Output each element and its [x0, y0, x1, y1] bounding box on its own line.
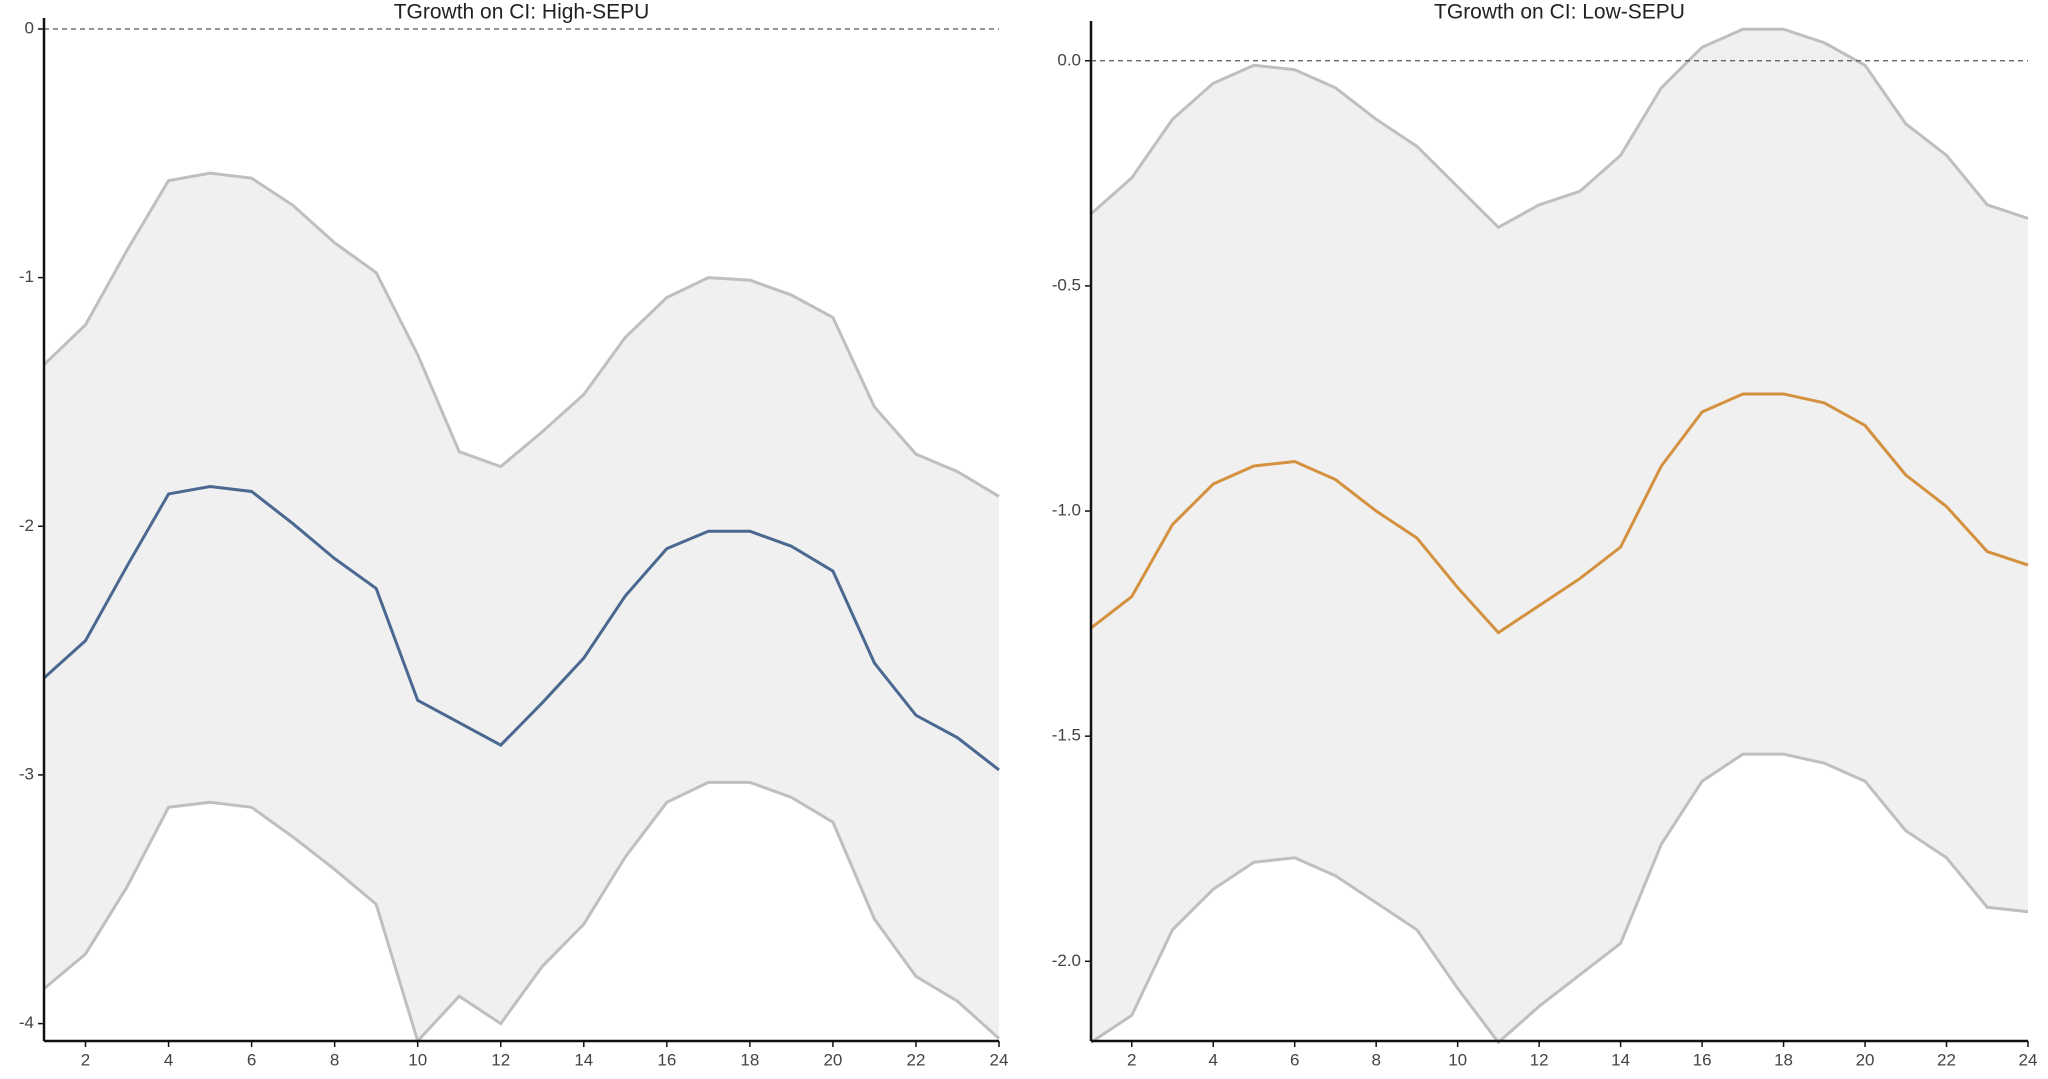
ci-upper	[42, 171, 1000, 498]
x-tick-label: 20	[1856, 1050, 1875, 1069]
y-tick-label: -2	[19, 516, 34, 535]
chart-title: TGrowth on CI: Low-SEPU	[1434, 1, 1685, 24]
x-tick-label: 2	[1127, 1050, 1136, 1069]
y-tick-label: -2.0	[1052, 951, 1081, 970]
x-tick-label: 8	[330, 1050, 339, 1069]
x-tick-label: 6	[247, 1050, 256, 1069]
x-tick-label: 16	[657, 1050, 676, 1069]
y-tick-label: -0.5	[1052, 275, 1081, 294]
x-tick-label: 12	[1530, 1050, 1549, 1069]
ci-upper	[1090, 27, 2029, 230]
ci-lower	[43, 780, 1001, 1044]
ci-area	[44, 173, 999, 1041]
irf-line	[42, 484, 1000, 772]
x-tick-label: 22	[906, 1050, 925, 1069]
y-tick-label: -1	[19, 267, 34, 286]
x-tick-label: 10	[408, 1050, 427, 1069]
x-tick-label: 6	[1290, 1050, 1299, 1069]
x-tick-label: 14	[574, 1050, 593, 1069]
x-tick-label: 2	[81, 1050, 90, 1069]
ci-area	[1091, 29, 2028, 1043]
chart-title: TGrowth on CI: High-SEPU	[394, 1, 650, 24]
x-tick-label: 4	[1208, 1050, 1217, 1069]
x-tick-label: 16	[1693, 1050, 1712, 1069]
y-tick-label: 0	[25, 18, 34, 37]
y-tick-label: -4	[19, 1013, 34, 1032]
x-tick-label: 20	[823, 1050, 842, 1069]
x-tick-label: 12	[491, 1050, 510, 1069]
x-tick-label: 10	[1448, 1050, 1467, 1069]
x-tick-label: 24	[990, 1050, 1009, 1069]
x-tick-label: 14	[1611, 1050, 1630, 1069]
x-tick-label: 18	[740, 1050, 759, 1069]
x-tick-label: 24	[2019, 1050, 2038, 1069]
y-tick-label: 0.0	[1057, 50, 1081, 69]
irf-line	[1090, 392, 2029, 635]
x-tick-label: 8	[1371, 1050, 1380, 1069]
x-tick-label: 22	[1937, 1050, 1956, 1069]
x-tick-label: 4	[164, 1050, 173, 1069]
y-tick-label: -1.5	[1052, 726, 1081, 745]
ci-lower	[1090, 752, 2029, 1045]
y-tick-label: -1.0	[1052, 501, 1081, 520]
y-tick-label: -3	[19, 764, 34, 783]
x-tick-label: 18	[1774, 1050, 1793, 1069]
